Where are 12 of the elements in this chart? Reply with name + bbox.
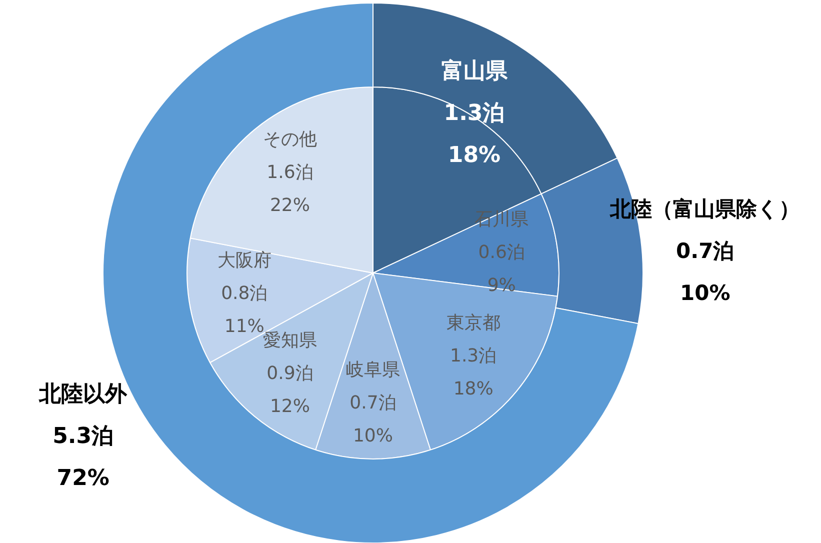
data-label: 5.3泊 72% bbox=[52, 424, 114, 491]
slice-label: その他 bbox=[263, 129, 318, 150]
data-label: 0.7泊 10% bbox=[350, 392, 396, 447]
data-label: 0.9泊 12% bbox=[266, 362, 314, 417]
slice-label: 岐阜県 bbox=[346, 360, 400, 381]
data-label: 1.3泊 18% bbox=[450, 345, 497, 400]
data-label: 0.7泊 10% bbox=[676, 238, 734, 305]
slice-label: 東京都 bbox=[446, 312, 500, 334]
slice-label: 富山県 bbox=[441, 58, 508, 84]
data-label: 1.6泊 22% bbox=[266, 162, 314, 216]
slice-label: 大阪府 bbox=[217, 250, 272, 271]
slice-label: 北陸以外 bbox=[38, 382, 128, 407]
